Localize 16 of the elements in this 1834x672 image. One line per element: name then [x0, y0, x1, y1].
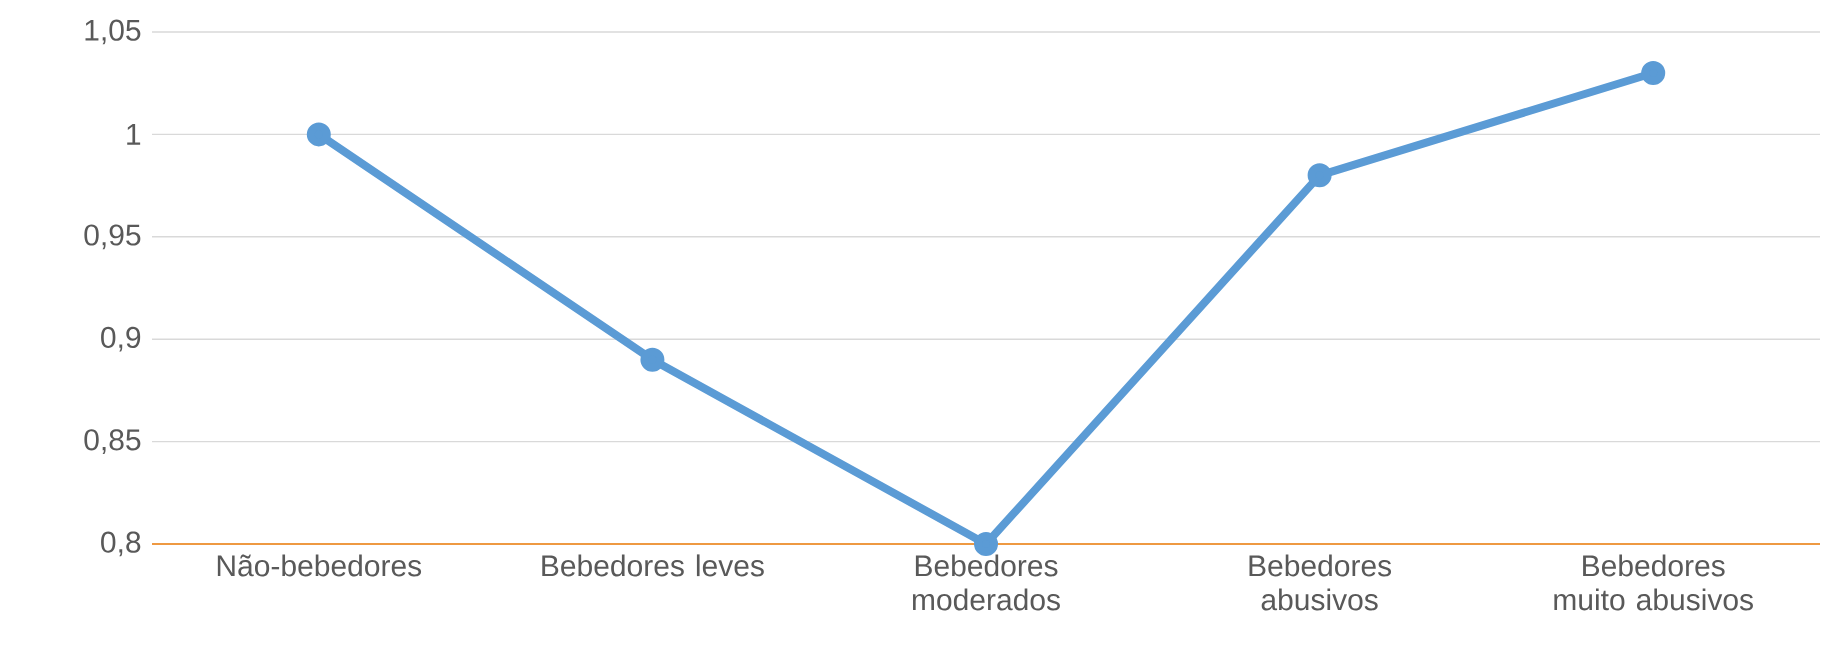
x-tick-label: Bebedores abusivos: [1249, 554, 1392, 611]
x-tick-label: Bebedores leves: [542, 554, 764, 577]
x-tick-label: Bebedores moderados: [912, 554, 1060, 611]
x-tick-label: Não-bebedores: [217, 554, 422, 577]
point: [640, 347, 665, 372]
point: [1307, 163, 1332, 188]
y-tick-label: 1,05: [85, 19, 141, 45]
y-tick-label: 0,8: [101, 531, 141, 557]
y-tick-label: 0,95: [84, 224, 141, 250]
point: [974, 531, 999, 556]
y-tick-label: 0,85: [84, 429, 141, 454]
y-tick-label: 1: [127, 124, 141, 145]
point: [1641, 60, 1666, 85]
y-tick-label: 0,9: [101, 326, 141, 352]
x-tick-label: Bebedores muito abusivos: [1554, 554, 1753, 611]
point: [306, 122, 331, 147]
